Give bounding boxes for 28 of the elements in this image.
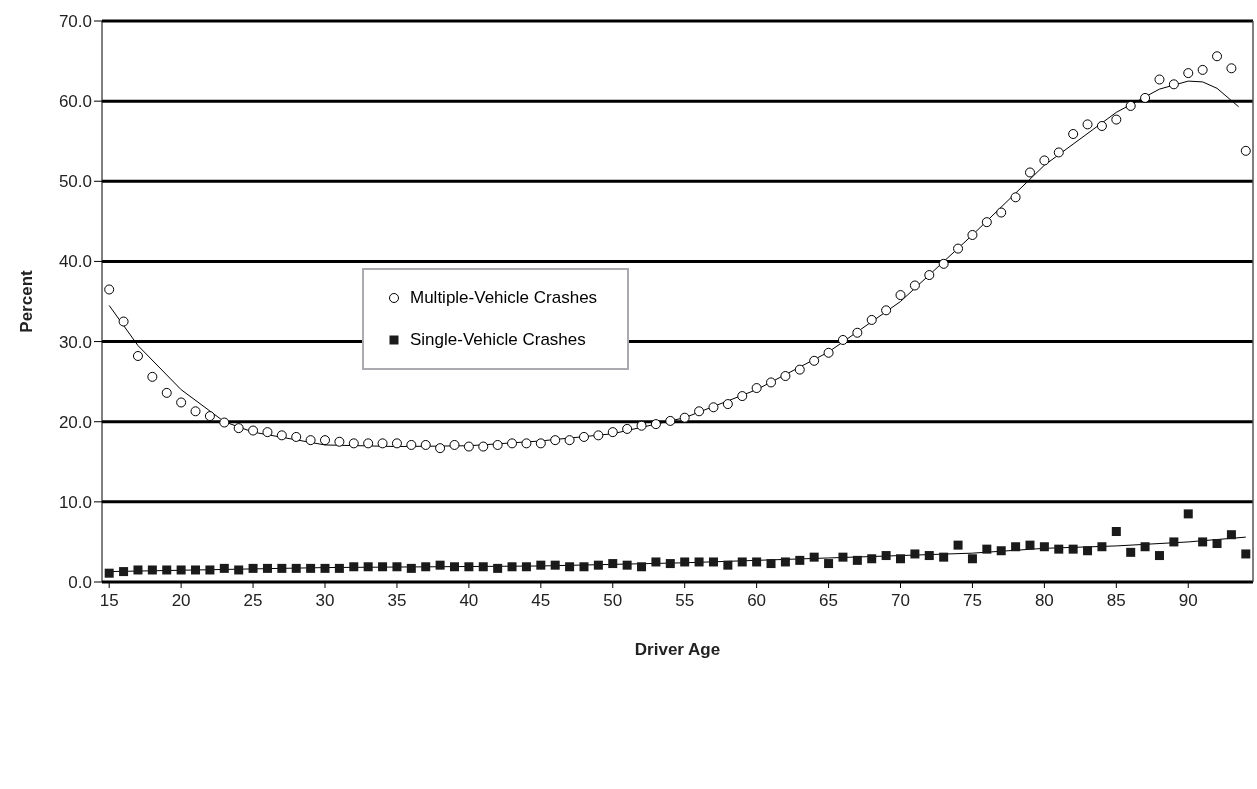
y-tick-label: 10.0 — [58, 492, 92, 512]
x-tick-label: 70 — [891, 591, 910, 611]
y-tick-label: 40.0 — [58, 252, 92, 272]
x-tick-label: 20 — [171, 591, 191, 611]
x-tick-label: 50 — [603, 591, 623, 611]
x-tick-label: 80 — [1034, 591, 1054, 611]
x-tick-label: 65 — [819, 591, 839, 611]
legend-label: Multiple-Vehicle Crashes — [410, 288, 598, 308]
x-tick-label: 60 — [747, 591, 767, 611]
x-tick-label: 15 — [99, 591, 119, 611]
y-tick-label: 70.0 — [58, 12, 92, 32]
x-tick-label: 75 — [962, 591, 982, 611]
x-tick-label: 90 — [1178, 591, 1198, 611]
y-tick-label: 50.0 — [58, 172, 92, 192]
x-tick-label: 35 — [387, 591, 407, 611]
x-tick-label: 30 — [315, 591, 335, 611]
y-tick-label: 20.0 — [58, 412, 92, 432]
x-tick-label: 45 — [531, 591, 551, 611]
legend-label: Single-Vehicle Crashes — [410, 330, 586, 350]
y-tick-label: 30.0 — [58, 332, 92, 352]
x-tick-label: 85 — [1106, 591, 1126, 611]
x-tick-label: 40 — [459, 591, 479, 611]
x-tick-label: 25 — [243, 591, 263, 611]
x-tick-label: 55 — [675, 591, 695, 611]
y-tick-label: 0.0 — [68, 573, 92, 593]
y-tick-label: 60.0 — [58, 92, 92, 112]
y-axis-title: Percent — [17, 269, 37, 333]
x-axis-title: Driver Age — [634, 640, 721, 659]
